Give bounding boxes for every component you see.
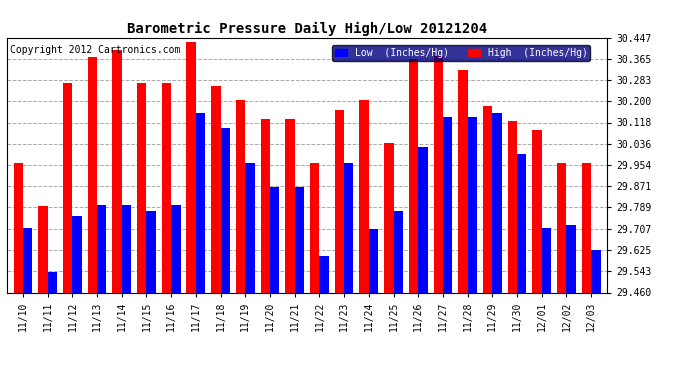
Bar	[236, 100, 245, 292]
Bar	[14, 164, 23, 292]
Bar	[582, 164, 591, 292]
Bar	[409, 58, 418, 292]
Bar	[88, 57, 97, 292]
Bar	[393, 211, 403, 292]
Bar	[359, 100, 369, 292]
Bar	[591, 250, 600, 292]
Bar	[443, 117, 453, 292]
Bar	[97, 205, 106, 292]
Bar	[23, 228, 32, 292]
Bar	[369, 229, 378, 292]
Bar	[72, 216, 81, 292]
Bar	[533, 130, 542, 292]
Bar	[483, 106, 493, 292]
Bar	[186, 42, 196, 292]
Bar	[566, 225, 576, 292]
Bar	[468, 117, 477, 292]
Bar	[542, 228, 551, 292]
Bar	[48, 272, 57, 292]
Bar	[418, 147, 428, 292]
Bar	[137, 83, 146, 292]
Legend: Low  (Inches/Hg), High  (Inches/Hg): Low (Inches/Hg), High (Inches/Hg)	[333, 45, 591, 61]
Bar	[285, 119, 295, 292]
Bar	[63, 83, 72, 292]
Bar	[557, 164, 566, 292]
Bar	[344, 164, 353, 292]
Bar	[335, 110, 344, 292]
Bar	[211, 86, 221, 292]
Bar	[245, 164, 255, 292]
Bar	[508, 121, 517, 292]
Text: Copyright 2012 Cartronics.com: Copyright 2012 Cartronics.com	[10, 45, 180, 55]
Bar	[112, 50, 121, 292]
Bar	[517, 154, 526, 292]
Bar	[121, 205, 131, 292]
Bar	[493, 113, 502, 292]
Bar	[458, 70, 468, 292]
Bar	[319, 256, 329, 292]
Bar	[196, 113, 205, 292]
Bar	[295, 187, 304, 292]
Bar	[161, 83, 171, 292]
Bar	[221, 129, 230, 292]
Bar	[38, 206, 48, 292]
Bar	[310, 164, 319, 292]
Title: Barometric Pressure Daily High/Low 20121204: Barometric Pressure Daily High/Low 20121…	[127, 22, 487, 36]
Bar	[261, 119, 270, 292]
Bar	[171, 205, 181, 292]
Bar	[384, 142, 393, 292]
Bar	[270, 187, 279, 292]
Bar	[433, 56, 443, 292]
Bar	[146, 211, 156, 292]
